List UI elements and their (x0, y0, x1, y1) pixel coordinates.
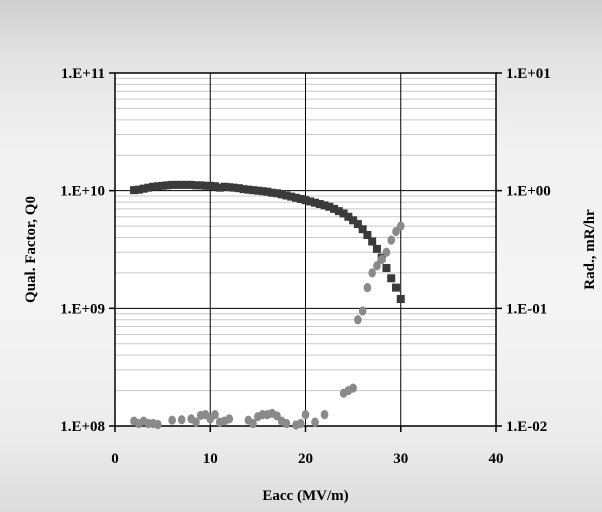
data-point-radiation (387, 235, 396, 245)
data-point-q0 (353, 220, 362, 229)
data-point-q0 (158, 181, 167, 190)
data-point-q0 (396, 295, 405, 304)
data-point-q0 (296, 194, 305, 203)
data-point-q0 (282, 191, 291, 200)
data-point-q0 (258, 187, 267, 196)
data-point-q0 (225, 183, 234, 192)
data-point-radiation (177, 415, 186, 425)
data-point-radiation (311, 417, 319, 427)
data-point-radiation (282, 418, 291, 429)
data-point-q0 (149, 182, 158, 191)
y2-tick-label: 1.E+01 (506, 66, 551, 82)
data-point-q0 (130, 186, 139, 195)
data-point-radiation (392, 226, 400, 237)
data-point-q0 (206, 181, 215, 190)
data-point-q0 (244, 185, 253, 194)
data-point-q0 (320, 201, 329, 210)
data-point-q0 (306, 197, 315, 206)
data-point-q0 (349, 216, 358, 225)
x-tick-label: 30 (393, 451, 408, 467)
data-point-radiation (377, 254, 386, 265)
data-point-radiation (349, 383, 357, 393)
y-tick-label: 1.E+10 (60, 184, 105, 200)
data-point-radiation (301, 409, 310, 420)
data-point-q0 (215, 183, 224, 192)
y2-tick-label: 1.E-01 (506, 301, 547, 317)
data-point-q0 (344, 212, 353, 221)
data-point-q0 (253, 186, 262, 195)
y2-tick-label: 1.E-02 (506, 419, 547, 435)
x-tick-label: 40 (489, 451, 504, 467)
data-point-q0 (334, 207, 343, 216)
data-point-q0 (182, 180, 191, 189)
data-point-q0 (249, 186, 258, 195)
y-tick-label: 1.E+11 (61, 66, 105, 82)
data-point-radiation (396, 221, 405, 231)
data-point-q0 (315, 200, 324, 209)
data-point-q0 (291, 193, 300, 202)
data-point-q0 (391, 283, 400, 292)
data-point-q0 (153, 182, 162, 191)
data-point-q0 (277, 190, 286, 199)
y2-axis-title: Rad., mR/hr (582, 209, 598, 290)
data-point-q0 (172, 180, 181, 189)
data-point-q0 (382, 264, 391, 273)
data-point-q0 (211, 182, 220, 191)
y-axis-title: Qual. Factor, Q0 (23, 196, 39, 303)
data-point-radiation (382, 247, 391, 257)
data-point-q0 (372, 244, 381, 253)
data-point-radiation (358, 306, 367, 316)
data-point-q0 (234, 184, 243, 193)
x-tick-label: 0 (111, 451, 119, 467)
x-axis-title: Eacc (MV/m) (262, 488, 348, 504)
data-point-q0 (311, 198, 320, 207)
data-point-radiation (154, 419, 162, 430)
data-point-q0 (177, 180, 186, 189)
data-point-q0 (139, 184, 148, 193)
data-point-radiation (373, 261, 381, 271)
data-point-radiation (354, 315, 362, 325)
data-point-radiation (296, 418, 305, 429)
data-point-q0 (268, 188, 277, 197)
x-tick-label: 20 (298, 451, 313, 467)
data-point-q0 (368, 237, 377, 246)
data-point-q0 (201, 181, 210, 190)
x-tick-label: 10 (203, 451, 218, 467)
data-point-q0 (358, 225, 367, 234)
data-point-radiation (192, 417, 200, 427)
data-point-q0 (387, 274, 396, 283)
y-tick-label: 1.E+09 (60, 301, 105, 317)
data-point-q0 (330, 204, 339, 213)
data-point-q0 (168, 180, 177, 189)
data-point-q0 (191, 181, 200, 190)
data-point-radiation (320, 409, 329, 420)
data-point-q0 (301, 196, 310, 205)
y-tick-label: 1.E+08 (60, 419, 105, 435)
data-point-q0 (272, 189, 281, 198)
data-point-q0 (239, 185, 248, 194)
y2-tick-label: 1.E+00 (506, 184, 551, 200)
data-point-q0 (287, 192, 296, 201)
data-point-q0 (134, 185, 143, 194)
data-point-q0 (325, 202, 334, 211)
data-point-q0 (339, 209, 348, 218)
data-point-radiation (211, 409, 219, 420)
data-point-q0 (230, 183, 239, 192)
data-point-radiation (168, 415, 176, 425)
data-point-radiation (368, 268, 376, 278)
data-point-q0 (220, 182, 229, 191)
data-point-q0 (263, 187, 272, 196)
data-point-radiation (225, 414, 234, 424)
data-point-q0 (363, 230, 372, 239)
data-point-q0 (144, 183, 153, 192)
data-point-q0 (163, 181, 172, 190)
data-point-q0 (196, 181, 205, 190)
data-point-radiation (363, 283, 372, 293)
data-point-q0 (187, 180, 196, 189)
data-point-radiation (249, 418, 257, 429)
